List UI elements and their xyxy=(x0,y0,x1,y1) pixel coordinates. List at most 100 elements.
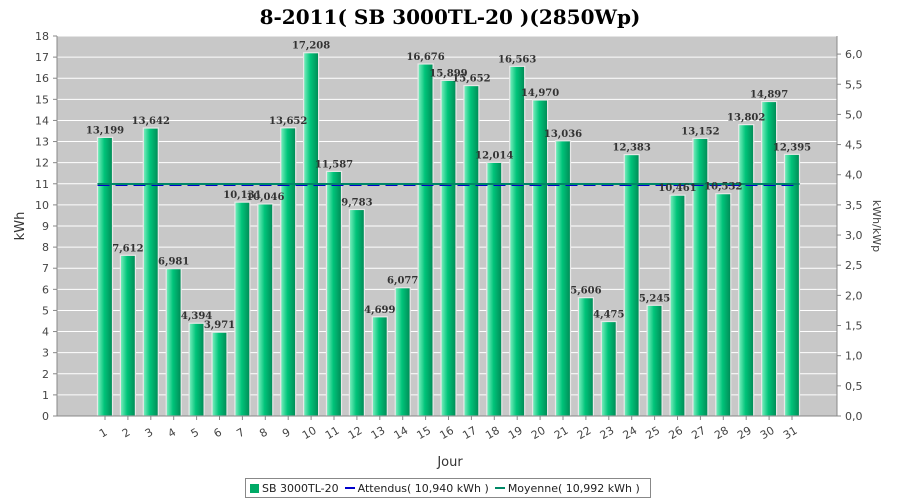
data-label: 10,532 xyxy=(704,182,742,193)
data-label: 14,970 xyxy=(521,88,559,99)
legend-swatch-bar xyxy=(250,483,259,493)
bar-day-5 xyxy=(188,322,205,417)
bar-day-24 xyxy=(623,153,640,417)
data-label: 17,208 xyxy=(292,41,330,52)
x-tick-label: 7 xyxy=(234,426,247,441)
data-label: 16,563 xyxy=(498,54,536,65)
y2-tick-label: 1,0 xyxy=(845,350,863,363)
x-tick-label: 13 xyxy=(369,424,388,442)
data-label: 13,642 xyxy=(132,116,170,127)
y-tick-label: 15 xyxy=(35,93,49,106)
legend-swatch-average xyxy=(494,487,505,489)
bar-day-8 xyxy=(257,203,274,417)
y-tick-label: 18 xyxy=(35,30,49,43)
bar-day-2 xyxy=(119,254,137,417)
x-tick-label: 27 xyxy=(689,424,708,442)
x-tick-label: 4 xyxy=(166,426,179,441)
legend-item-average: Moyenne( 10,992 kWh ) xyxy=(494,481,640,495)
data-label: 6,077 xyxy=(387,276,418,287)
bar-day-21 xyxy=(554,140,572,417)
bar-day-31 xyxy=(783,153,801,417)
chart-title: 8-2011( SB 3000TL-20 )(2850Wp) xyxy=(260,5,641,29)
x-tick-label: 26 xyxy=(666,424,685,442)
bar-day-23 xyxy=(600,320,617,417)
y-tick-label: 7 xyxy=(42,262,49,275)
x-tick-label: 25 xyxy=(644,424,663,442)
data-label: 10,131 xyxy=(223,190,261,201)
y-tick-label: 9 xyxy=(42,220,49,233)
x-tick-label: 17 xyxy=(460,424,479,442)
data-label: 16,676 xyxy=(406,52,444,63)
y-tick-label: 8 xyxy=(42,241,49,254)
bar-day-28 xyxy=(715,193,732,417)
data-label: 12,395 xyxy=(773,142,811,153)
data-label: 4,475 xyxy=(593,310,624,321)
x-tick-label: 21 xyxy=(552,424,571,442)
bar-day-16 xyxy=(440,79,457,417)
data-label: 10,046 xyxy=(246,192,284,203)
bar-day-29 xyxy=(738,124,755,417)
bar-day-4 xyxy=(165,268,182,417)
data-label: 11,587 xyxy=(315,159,353,170)
bar-day-26 xyxy=(669,194,686,417)
bar-day-12 xyxy=(348,208,365,417)
x-tick-label: 22 xyxy=(575,424,594,442)
data-label: 7,612 xyxy=(112,243,143,254)
y-tick-label: 17 xyxy=(35,51,49,64)
x-tick-label: 12 xyxy=(346,424,365,442)
y2-tick-label: 3,5 xyxy=(845,199,863,212)
y-tick-label: 12 xyxy=(35,157,49,170)
y2-tick-label: 5,0 xyxy=(845,108,863,121)
y2-tick-label: 2,5 xyxy=(845,259,863,272)
x-tick-label: 30 xyxy=(758,424,777,442)
y2-tick-label: 0,5 xyxy=(845,380,863,393)
legend-item-production: SB 3000TL-20 xyxy=(250,482,339,495)
legend-item-expected: Attendus( 10,940 kWh ) xyxy=(344,482,489,495)
bar-chart: 8-2011( SB 3000TL-20 )(2850Wp) 13,199 7,6… xyxy=(13,5,883,470)
data-label: 5,606 xyxy=(570,286,601,297)
bar-day-11 xyxy=(325,170,343,417)
y-tick-label: 16 xyxy=(35,72,49,85)
data-label: 4,699 xyxy=(364,305,395,316)
data-label: 13,152 xyxy=(681,126,719,137)
x-tick-label: 31 xyxy=(781,424,800,442)
x-tick-label: 23 xyxy=(598,424,617,442)
data-label: 5,245 xyxy=(639,293,670,304)
bar-day-20 xyxy=(531,99,549,417)
y2-tick-label: 5,5 xyxy=(845,78,863,91)
y2-axis-label: kWh/kWp xyxy=(870,200,883,252)
x-tick-label: 15 xyxy=(415,424,434,442)
x-tick-label: 19 xyxy=(506,424,525,442)
data-label: 12,383 xyxy=(613,143,651,154)
bar-day-15 xyxy=(417,63,434,417)
x-tick-label: 29 xyxy=(735,424,754,442)
y-tick-label: 10 xyxy=(35,199,49,212)
x-tick-label: 9 xyxy=(280,426,293,441)
bar-day-10 xyxy=(303,52,320,417)
x-tick-label: 11 xyxy=(323,424,342,442)
legend-label-production: SB 3000TL-20 xyxy=(262,481,339,495)
y-tick-label: 13 xyxy=(35,136,49,149)
x-tick-label: 24 xyxy=(621,424,640,442)
y-tick-label: 14 xyxy=(35,114,49,127)
y-tick-label: 2 xyxy=(42,368,49,381)
y-tick-label: 3 xyxy=(42,347,49,360)
x-tick-label: 18 xyxy=(483,424,502,442)
data-label: 13,036 xyxy=(544,129,582,140)
x-tick-label: 10 xyxy=(300,424,319,442)
bar-day-9 xyxy=(280,127,297,417)
x-tick-label: 28 xyxy=(712,424,731,442)
y2-tick-label: 3,0 xyxy=(845,229,863,242)
x-tick-label: 8 xyxy=(257,426,270,441)
legend-swatch-expected xyxy=(344,487,355,489)
y-tick-label: 5 xyxy=(42,304,49,317)
x-tick-label: 20 xyxy=(529,424,548,442)
legend-label-average: Moyenne( 10,992 kWh ) xyxy=(507,481,640,495)
data-label: 3,971 xyxy=(204,320,235,331)
x-tick-label: 14 xyxy=(392,424,411,442)
y-tick-label: 4 xyxy=(42,326,49,339)
y2-tick-label: 4,0 xyxy=(845,169,863,182)
bar-day-13 xyxy=(371,316,388,417)
y-tick-label: 6 xyxy=(42,283,49,296)
